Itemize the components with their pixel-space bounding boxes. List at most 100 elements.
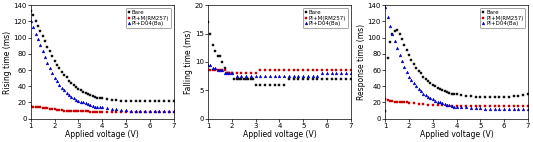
PI+D04(Ba) [166, 110, 172, 112]
PI+D04(Ba) [123, 109, 129, 111]
Bare [39, 35, 46, 37]
Legend: Bare, PI+M(RM257), PI+D04(Ba): Bare, PI+M(RM257), PI+D04(Ba) [303, 8, 348, 28]
PI+D04(Ba) [430, 98, 436, 100]
Bare [118, 100, 124, 102]
PI+M(RM257) [156, 111, 163, 113]
Bare [80, 91, 86, 93]
PI+M(RM257) [109, 111, 115, 113]
Bare [343, 78, 349, 80]
PI+D04(Ba) [305, 75, 311, 77]
Bare [56, 68, 62, 69]
Bare [51, 60, 58, 62]
PI+M(RM257) [415, 103, 422, 105]
PI+M(RM257) [271, 70, 278, 71]
PI+D04(Ba) [224, 72, 230, 74]
Bare [222, 67, 228, 68]
PI+D04(Ba) [214, 70, 221, 71]
PI+M(RM257) [454, 105, 460, 106]
Bare [28, 10, 34, 12]
PI+M(RM257) [226, 72, 232, 74]
PI+M(RM257) [114, 111, 120, 113]
Bare [458, 94, 465, 96]
Bare [425, 81, 431, 82]
PI+M(RM257) [487, 105, 493, 106]
PI+D04(Ba) [343, 72, 349, 74]
Line: Bare: Bare [384, 28, 529, 112]
PI+M(RM257) [222, 70, 228, 71]
Bare [525, 94, 531, 95]
Bare [506, 96, 512, 98]
Bare [314, 78, 321, 80]
Bare [441, 90, 448, 92]
PI+M(RM257) [49, 108, 55, 110]
Bare [319, 78, 326, 80]
Bare [54, 64, 60, 66]
Bare [166, 100, 172, 102]
PI+D04(Ba) [348, 72, 354, 74]
PI+M(RM257) [458, 105, 465, 106]
PI+D04(Ba) [413, 85, 419, 87]
PI+M(RM257) [56, 109, 62, 111]
PI+D04(Ba) [118, 109, 124, 111]
PI+D04(Ba) [286, 75, 292, 77]
Bare [240, 78, 247, 80]
PI+D04(Ba) [506, 108, 512, 110]
X-axis label: Applied voltage (V): Applied voltage (V) [419, 130, 494, 139]
PI+M(RM257) [151, 111, 158, 113]
Bare [61, 74, 67, 76]
Line: Bare: Bare [207, 21, 352, 86]
PI+M(RM257) [348, 70, 354, 71]
PI+M(RM257) [137, 111, 143, 113]
PI+D04(Ba) [463, 106, 470, 108]
PI+M(RM257) [286, 70, 292, 71]
Line: PI+D04(Ba): PI+D04(Ba) [207, 63, 352, 78]
Bare [229, 72, 235, 74]
PI+D04(Ba) [439, 102, 446, 104]
PI+D04(Ba) [61, 89, 67, 91]
PI+D04(Ba) [425, 96, 431, 98]
Bare [434, 87, 441, 89]
Bare [49, 55, 55, 57]
PI+D04(Ba) [525, 108, 531, 110]
PI+D04(Ba) [209, 67, 216, 68]
PI+M(RM257) [96, 111, 103, 113]
Bare [231, 78, 237, 80]
PI+M(RM257) [51, 108, 58, 110]
PI+D04(Ba) [47, 68, 53, 69]
Bare [324, 78, 330, 80]
PI+D04(Ba) [333, 72, 340, 74]
PI+D04(Ba) [104, 107, 110, 109]
Y-axis label: Falling time (ms): Falling time (ms) [184, 30, 193, 94]
Bare [413, 67, 419, 68]
PI+M(RM257) [70, 110, 77, 112]
Bare [253, 84, 259, 85]
PI+M(RM257) [63, 110, 70, 111]
Bare [30, 14, 36, 16]
PI+M(RM257) [420, 103, 426, 105]
PI+D04(Ba) [114, 108, 120, 110]
PI+D04(Ba) [59, 87, 65, 89]
PI+D04(Ba) [248, 75, 254, 77]
PI+D04(Ba) [49, 72, 55, 74]
Bare [472, 96, 479, 98]
PI+D04(Ba) [434, 101, 441, 103]
Bare [454, 94, 460, 95]
Bare [397, 33, 403, 35]
PI+M(RM257) [47, 108, 53, 110]
Bare [423, 78, 429, 80]
PI+D04(Ba) [109, 108, 115, 110]
Bare [37, 30, 44, 32]
Bare [432, 85, 439, 87]
PI+D04(Ba) [382, 6, 389, 8]
PI+D04(Ba) [54, 81, 60, 82]
Line: PI+D04(Ba): PI+D04(Ba) [384, 6, 529, 110]
PI+M(RM257) [384, 99, 391, 101]
Bare [236, 78, 242, 80]
PI+D04(Ba) [482, 108, 488, 110]
PI+M(RM257) [104, 111, 110, 113]
PI+M(RM257) [212, 70, 219, 71]
PI+D04(Ba) [449, 105, 455, 106]
PI+M(RM257) [410, 102, 417, 104]
Bare [219, 61, 225, 63]
PI+D04(Ba) [238, 75, 245, 77]
